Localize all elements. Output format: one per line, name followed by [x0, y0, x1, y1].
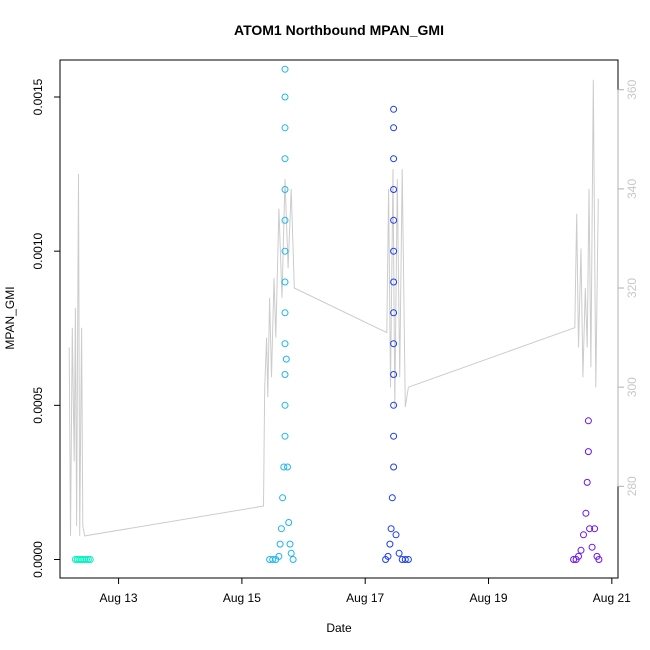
data-point: [595, 556, 603, 563]
data-point: [281, 247, 289, 255]
data-point: [269, 556, 277, 563]
data-point: [287, 549, 295, 557]
data-point: [395, 549, 403, 557]
data-point: [86, 556, 94, 563]
data-point: [583, 478, 591, 486]
y-tick-label: 0.0005: [31, 387, 45, 424]
data-point: [584, 448, 592, 456]
data-point: [570, 556, 578, 563]
y-tick-label: 0.0000: [31, 541, 45, 578]
data-point: [289, 556, 297, 563]
data-point: [386, 540, 394, 548]
data-point: [588, 543, 596, 551]
data-point: [390, 105, 398, 113]
x-tick-label: Aug 17: [346, 591, 384, 605]
secondary-line-layer: [68, 79, 599, 537]
data-point: [390, 155, 398, 163]
data-point: [281, 401, 289, 409]
data-point: [275, 552, 283, 560]
axes-layer: Aug 13 Aug 15 Aug 17 Aug 19 Aug 21 0.0000 0.00…: [31, 78, 639, 605]
data-point: [390, 432, 398, 440]
data-point: [390, 401, 398, 409]
chart-title: ATOM1 Northbound MPAN_GMI: [234, 22, 444, 38]
data-point: [280, 463, 288, 471]
data-point: [286, 540, 294, 548]
data-point: [390, 278, 398, 286]
data-point: [390, 247, 398, 255]
data-point: [282, 355, 290, 363]
y-tick-label: 0.0015: [31, 78, 45, 115]
data-point: [281, 186, 289, 193]
y2-tick-label: 340: [625, 179, 639, 199]
data-point: [276, 540, 284, 548]
data-point: [281, 216, 289, 224]
data-point: [584, 417, 592, 425]
data-point: [577, 546, 585, 554]
y-tick-label: 0.0010: [31, 232, 45, 269]
points-layer: [71, 65, 603, 563]
data-point: [281, 309, 289, 317]
y-axis-label: MPAN_GMI: [3, 286, 17, 349]
data-point: [390, 124, 398, 132]
y2-tick-label: 300: [625, 377, 639, 397]
x-tick-label: Aug 13: [100, 591, 138, 605]
data-point: [575, 552, 582, 560]
data-point: [392, 531, 400, 539]
y2-tick-label: 360: [625, 79, 639, 99]
data-point: [582, 509, 590, 517]
data-point: [281, 124, 289, 132]
data-point: [277, 525, 285, 533]
data-point: [401, 556, 409, 563]
data-point: [404, 556, 412, 563]
data-point: [281, 371, 289, 378]
data-point: [390, 309, 398, 317]
data-point: [384, 552, 392, 560]
data-point: [390, 186, 398, 193]
data-point: [285, 519, 293, 526]
data-point: [390, 371, 398, 378]
data-point: [281, 278, 289, 286]
x-axis-label: Date: [326, 621, 352, 635]
data-point: [387, 525, 395, 533]
x-tick-label: Aug 15: [223, 591, 261, 605]
data-point: [284, 463, 291, 471]
x-tick-label: Aug 19: [469, 591, 507, 605]
data-point: [580, 531, 587, 539]
data-point: [279, 494, 287, 502]
data-point: [390, 340, 398, 348]
data-point: [83, 556, 90, 563]
data-point: [281, 340, 289, 348]
data-point: [388, 494, 396, 502]
data-point: [281, 93, 289, 101]
data-point: [390, 216, 398, 224]
secondary-series-line: [68, 79, 599, 537]
data-point: [281, 432, 289, 440]
y2-tick-label: 320: [625, 278, 639, 298]
y2-tick-label: 280: [625, 476, 639, 496]
x-tick-label: Aug 21: [593, 591, 631, 605]
data-point: [281, 65, 289, 73]
data-point: [281, 155, 289, 163]
data-point: [591, 525, 599, 533]
data-point: [586, 525, 594, 533]
data-point: [390, 463, 398, 471]
